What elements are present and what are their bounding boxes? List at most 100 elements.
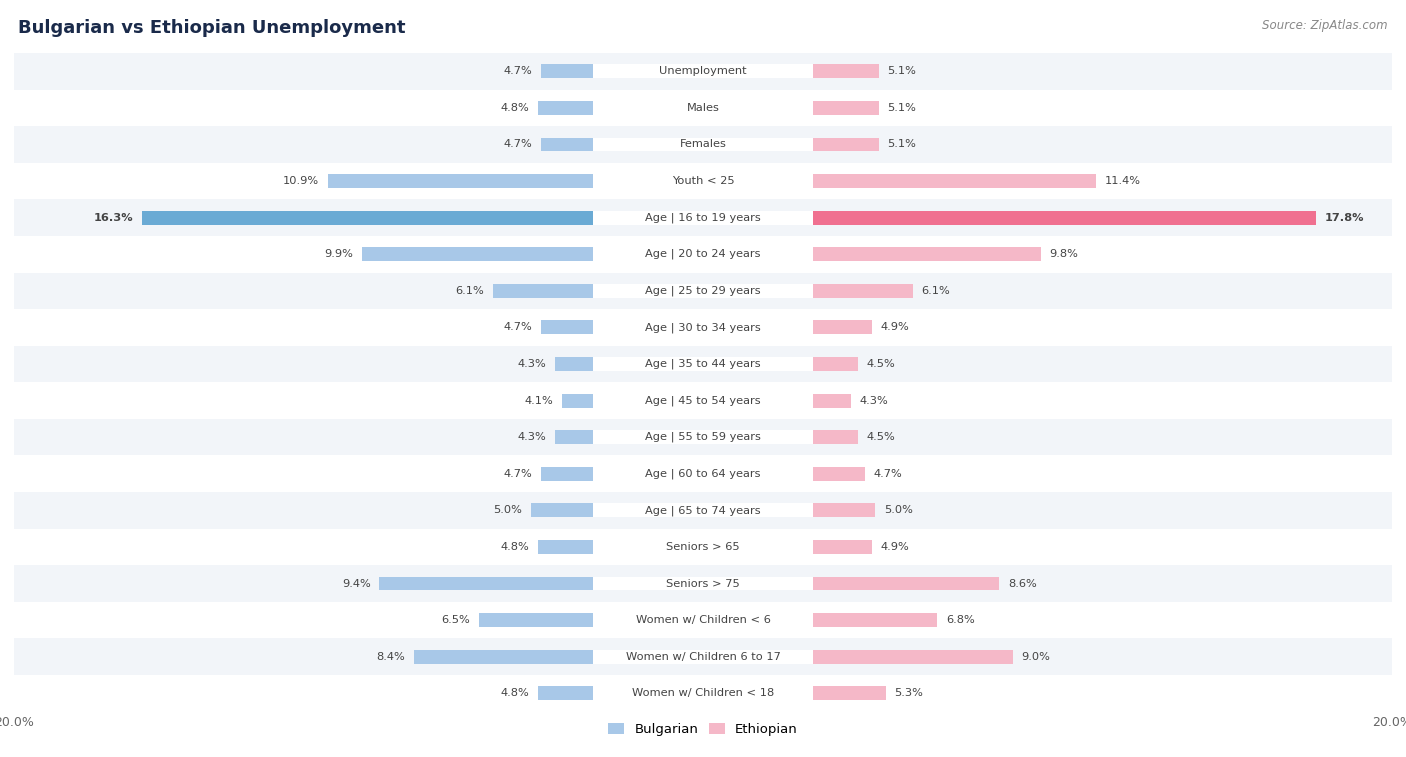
Bar	[593, 320, 813, 335]
Bar	[703, 467, 865, 481]
Text: Women w/ Children < 18: Women w/ Children < 18	[631, 688, 775, 698]
Bar	[14, 89, 1392, 126]
Bar	[541, 320, 703, 335]
Bar	[703, 394, 851, 407]
Bar	[703, 430, 858, 444]
Text: 9.0%: 9.0%	[1022, 652, 1050, 662]
Text: Bulgarian vs Ethiopian Unemployment: Bulgarian vs Ethiopian Unemployment	[18, 19, 406, 37]
Bar	[494, 284, 703, 298]
Bar	[593, 687, 813, 700]
Text: Age | 16 to 19 years: Age | 16 to 19 years	[645, 213, 761, 223]
Bar	[14, 236, 1392, 273]
Bar	[541, 64, 703, 78]
Bar	[14, 163, 1392, 199]
Text: 9.9%: 9.9%	[325, 249, 353, 259]
Bar	[593, 394, 813, 407]
Bar	[555, 430, 703, 444]
Text: 4.7%: 4.7%	[503, 67, 533, 76]
Bar	[537, 540, 703, 554]
Bar	[14, 199, 1392, 236]
Bar	[703, 357, 858, 371]
Bar	[14, 675, 1392, 712]
Bar	[703, 687, 886, 700]
Text: 16.3%: 16.3%	[93, 213, 134, 223]
Text: 5.0%: 5.0%	[494, 506, 522, 516]
Text: 4.5%: 4.5%	[866, 359, 896, 369]
Bar	[703, 540, 872, 554]
Bar	[703, 210, 1316, 225]
Text: Males: Males	[686, 103, 720, 113]
Bar	[14, 126, 1392, 163]
Text: 10.9%: 10.9%	[283, 176, 319, 186]
Bar	[593, 503, 813, 517]
Bar	[593, 210, 813, 225]
Text: 8.4%: 8.4%	[377, 652, 405, 662]
Bar	[593, 101, 813, 115]
Bar	[14, 638, 1392, 675]
Bar	[703, 320, 872, 335]
Text: 4.3%: 4.3%	[517, 359, 547, 369]
Text: Age | 45 to 54 years: Age | 45 to 54 years	[645, 395, 761, 406]
Bar	[14, 382, 1392, 419]
Text: 11.4%: 11.4%	[1104, 176, 1140, 186]
Text: 4.8%: 4.8%	[501, 103, 529, 113]
Text: Unemployment: Unemployment	[659, 67, 747, 76]
Text: Seniors > 75: Seniors > 75	[666, 578, 740, 588]
Text: 5.1%: 5.1%	[887, 67, 917, 76]
Bar	[593, 248, 813, 261]
Bar	[537, 101, 703, 115]
Bar	[593, 430, 813, 444]
Text: 6.8%: 6.8%	[946, 615, 974, 625]
Text: 9.8%: 9.8%	[1049, 249, 1078, 259]
Text: 8.6%: 8.6%	[1008, 578, 1036, 588]
Text: 6.1%: 6.1%	[456, 286, 484, 296]
Bar	[14, 492, 1392, 528]
Text: 9.4%: 9.4%	[342, 578, 371, 588]
Bar	[703, 101, 879, 115]
Text: 17.8%: 17.8%	[1324, 213, 1364, 223]
Bar	[703, 577, 1000, 590]
Bar	[413, 650, 703, 664]
Bar	[14, 53, 1392, 89]
Text: Age | 20 to 24 years: Age | 20 to 24 years	[645, 249, 761, 260]
Text: 5.1%: 5.1%	[887, 103, 917, 113]
Bar	[703, 650, 1012, 664]
Bar	[593, 650, 813, 664]
Bar	[593, 467, 813, 481]
Bar	[14, 419, 1392, 456]
Bar	[541, 138, 703, 151]
Text: 6.1%: 6.1%	[922, 286, 950, 296]
Text: 4.9%: 4.9%	[880, 542, 910, 552]
Text: 4.1%: 4.1%	[524, 396, 553, 406]
Bar	[537, 687, 703, 700]
Text: 4.7%: 4.7%	[503, 469, 533, 478]
Bar	[541, 467, 703, 481]
Text: Women w/ Children 6 to 17: Women w/ Children 6 to 17	[626, 652, 780, 662]
Bar	[361, 248, 703, 261]
Text: 4.3%: 4.3%	[517, 432, 547, 442]
Text: 4.3%: 4.3%	[859, 396, 889, 406]
Text: 4.7%: 4.7%	[503, 139, 533, 149]
Bar	[14, 346, 1392, 382]
Bar	[593, 613, 813, 627]
Text: Age | 25 to 29 years: Age | 25 to 29 years	[645, 285, 761, 296]
Text: Women w/ Children < 6: Women w/ Children < 6	[636, 615, 770, 625]
Text: Females: Females	[679, 139, 727, 149]
Text: 4.8%: 4.8%	[501, 688, 529, 698]
Text: Age | 35 to 44 years: Age | 35 to 44 years	[645, 359, 761, 369]
Bar	[380, 577, 703, 590]
Text: 4.5%: 4.5%	[866, 432, 896, 442]
Bar	[14, 273, 1392, 309]
Bar	[14, 565, 1392, 602]
Bar	[14, 602, 1392, 638]
Bar	[703, 284, 912, 298]
Bar	[14, 309, 1392, 346]
Bar	[328, 174, 703, 188]
Text: 6.5%: 6.5%	[441, 615, 471, 625]
Bar	[593, 64, 813, 78]
Bar	[593, 357, 813, 371]
Bar	[479, 613, 703, 627]
Bar	[531, 503, 703, 517]
Text: 4.7%: 4.7%	[873, 469, 903, 478]
Text: 4.9%: 4.9%	[880, 322, 910, 332]
